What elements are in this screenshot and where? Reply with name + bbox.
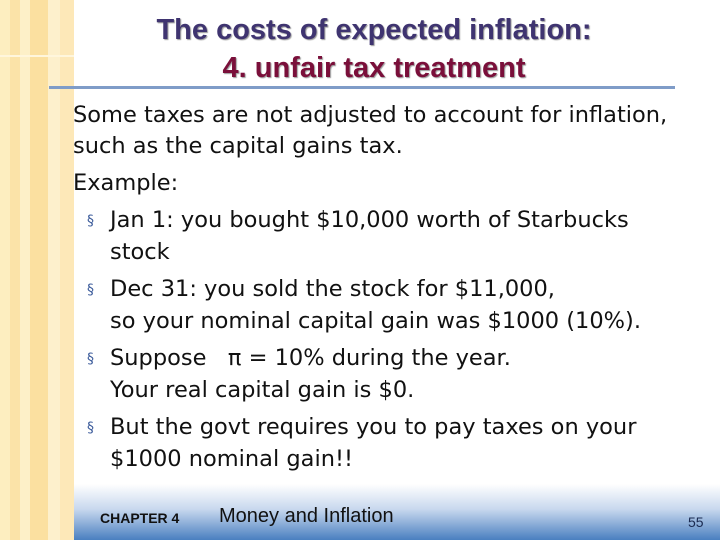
bullet-text: But the govt requires you to pay taxes o… [110, 414, 637, 440]
intro-line: such as the capital gains tax. [73, 133, 403, 159]
bullet-icon: § [87, 282, 94, 298]
bullet-icon: § [87, 351, 94, 367]
slide-subtitle: 4. unfair tax treatment [222, 52, 526, 84]
bullet-text: Dec 31: you sold the stock for $11,000, [110, 276, 555, 302]
example-label: Example: [73, 170, 179, 196]
bullet-item: § But the govt requires you to pay taxes … [73, 412, 713, 475]
bullet-text: Your real capital gain is $0. [110, 377, 415, 403]
page-number: 55 [688, 514, 704, 530]
slide-body: Some taxes are not adjusted to account f… [73, 100, 713, 475]
footer-title: Money and Inflation [219, 505, 394, 527]
decorative-stripes [0, 0, 74, 540]
bullet-item: § Suppose π = 10% during the year. Your r… [73, 343, 713, 406]
footer-chapter: CHAPTER 4 [100, 510, 180, 526]
intro-line: Some taxes are not adjusted to account f… [73, 102, 668, 128]
bullet-icon: § [87, 213, 94, 229]
bullet-text: so your nominal capital gain was $1000 (… [110, 308, 641, 334]
bullet-text: stock [110, 239, 170, 265]
bullet-text: Jan 1: you bought $10,000 worth of Starb… [110, 207, 629, 233]
bullet-icon: § [87, 420, 94, 436]
bullet-text: $1000 nominal gain!! [110, 446, 353, 472]
footer-bar [74, 484, 720, 540]
slide-title: The costs of expected inflation: [156, 14, 592, 46]
bullet-item: § Jan 1: you bought $10,000 worth of Star… [73, 205, 713, 268]
title-divider [49, 86, 675, 89]
bullet-text: Suppose π = 10% during the year. [110, 345, 511, 371]
bullet-item: § Dec 31: you sold the stock for $11,000,… [73, 274, 713, 337]
